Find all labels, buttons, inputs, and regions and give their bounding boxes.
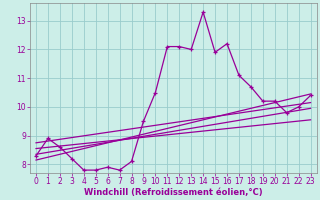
X-axis label: Windchill (Refroidissement éolien,°C): Windchill (Refroidissement éolien,°C): [84, 188, 263, 197]
